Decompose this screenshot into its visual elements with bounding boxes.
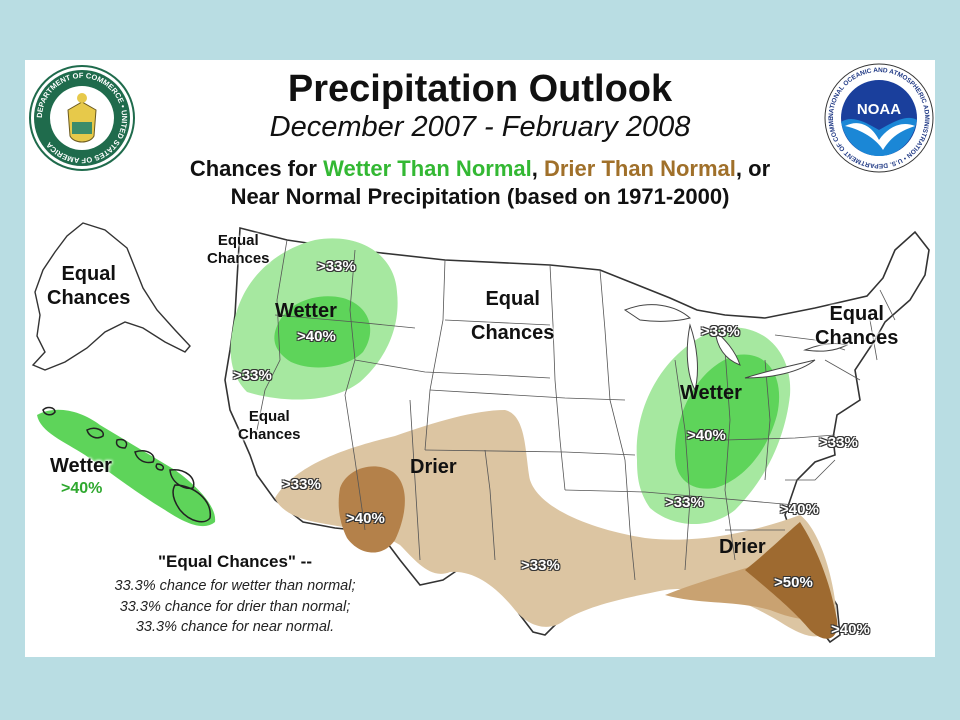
se-40-label: >40% xyxy=(780,501,819,518)
ohio-wetter-label: Wetter xyxy=(680,382,742,404)
sw-40-label: >40% xyxy=(346,510,385,527)
svg-text:NOAA: NOAA xyxy=(857,101,901,118)
central-equal-chances-label: Equal Chances xyxy=(471,288,555,344)
se-drier-label: Drier xyxy=(719,536,766,558)
precipitation-map xyxy=(31,222,930,644)
se-50-label: >50% xyxy=(774,574,813,591)
hawaii-wet xyxy=(37,406,216,527)
legend-title: "Equal Chances" -- xyxy=(157,552,313,571)
nw-33-label: >33% xyxy=(317,258,356,275)
hawaii-wetter-label: Wetter xyxy=(50,455,112,477)
nw-wet-dark xyxy=(274,296,371,368)
state-boundaries xyxy=(256,239,896,581)
se-33-label: >33% xyxy=(819,434,858,451)
sw-dry-dark xyxy=(338,466,405,553)
description-sep: , xyxy=(531,156,544,181)
sw-33-label: >33% xyxy=(282,476,321,493)
texas-33-label: >33% xyxy=(521,557,560,574)
page-subtitle: December 2007 - February 2008 xyxy=(269,111,691,143)
ohio-33-top-label: >33% xyxy=(701,323,740,340)
nw-40-label: >40% xyxy=(297,328,336,345)
alaska-outline xyxy=(31,222,191,371)
fl-40-label: >40% xyxy=(831,621,870,638)
ohio-wet-dark xyxy=(675,354,780,489)
ne-equal-chances-label: Equal Chances xyxy=(815,303,899,349)
description-prefix: Chances for xyxy=(189,156,324,181)
hawaii-40-label: >40% xyxy=(61,480,103,497)
nw-33-lower-label: >33% xyxy=(233,367,272,384)
se-dry-dark xyxy=(745,522,838,639)
outlook-panel: Precipitation Outlook December 2007 - Fe… xyxy=(25,60,935,657)
legend-line: 33.3% chance for drier than normal; xyxy=(119,598,351,615)
legend-line: 33.3% chance for wetter than normal; xyxy=(114,578,356,594)
drier-term: Drier Than Normal xyxy=(543,156,736,181)
description-line-2: Near Normal Precipitation (based on 1971… xyxy=(230,184,730,209)
great-lakes xyxy=(623,304,849,392)
ohio-40-label: >40% xyxy=(687,427,726,444)
sw-dry-light xyxy=(275,410,837,637)
noaa-logo-icon: NATIONAL OCEANIC AND ATMOSPHERIC ADMINIS… xyxy=(823,62,934,173)
legend-line: 33.3% chance for near normal. xyxy=(135,619,335,636)
alaska-equal-chances-label: Equal Chances xyxy=(47,263,131,309)
sw-drier-label: Drier xyxy=(410,456,457,478)
west-equal-chances-label: Equal Chances xyxy=(238,408,301,443)
page-title: Precipitation Outlook xyxy=(287,68,673,110)
commerce-seal-icon: DEPARTMENT OF COMMERCE • UNITED STATES O… xyxy=(29,65,135,171)
nw-equal-chances-label: Equal Chances xyxy=(207,232,270,267)
description-suffix: , or xyxy=(735,156,771,181)
nw-wetter-label: Wetter xyxy=(275,300,337,322)
description-line-1: Chances for Wetter Than Normal, Drier Th… xyxy=(25,156,935,182)
equal-chances-legend: "Equal Chances" -- 33.3% chance for wett… xyxy=(65,552,405,638)
wetter-term: Wetter Than Normal xyxy=(323,156,532,181)
ohio-33-bottom-label: >33% xyxy=(665,494,704,511)
